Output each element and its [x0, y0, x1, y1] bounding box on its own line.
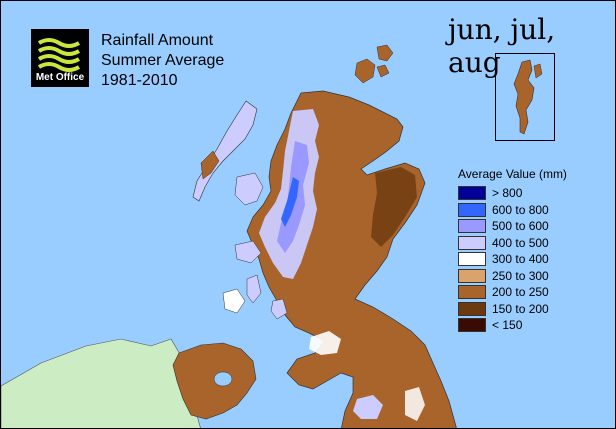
legend-swatch [458, 285, 486, 300]
legend-swatch [458, 219, 486, 234]
title-line: Summer Average [101, 52, 225, 69]
shetland-inset [495, 53, 555, 141]
legend-label: 400 to 500 [492, 235, 549, 250]
season-label: jun, jul, aug [448, 13, 556, 79]
shetland-map [513, 59, 543, 135]
mull-island [234, 240, 262, 264]
legend: Average Value (mm) > 800 600 to 800 500 to… [458, 167, 567, 334]
legend-item: < 150 [458, 317, 567, 334]
legend-item: 150 to 200 [458, 301, 567, 318]
waves-icon [37, 38, 81, 72]
logo-wordmark: Met Office [35, 72, 85, 83]
legend-label: 600 to 800 [492, 202, 549, 217]
pennines-wet [405, 387, 425, 421]
legend-label: 250 to 300 [492, 268, 549, 283]
legend-item: 400 to 500 [458, 235, 567, 252]
legend-title: Average Value (mm) [458, 167, 567, 181]
orkney-islands-north [376, 44, 394, 62]
legend-swatch [458, 318, 486, 333]
legend-label: 500 to 600 [492, 219, 549, 234]
highlands-wettest-zone [281, 177, 299, 227]
legend-swatch [458, 186, 486, 201]
map-title: Rainfall Amount Summer Average 1981-2010 [101, 31, 224, 91]
arran-island [270, 298, 288, 320]
fair-isle [376, 64, 390, 78]
legend-label: > 800 [492, 186, 523, 201]
east-scotland-dry-zone [371, 167, 417, 247]
ireland-landmass [1, 338, 201, 428]
title-line: 1981-2010 [101, 72, 178, 89]
legend-item: 500 to 600 [458, 218, 567, 235]
legend-swatch [458, 202, 486, 217]
outer-hebrides-south [200, 150, 220, 180]
southern-uplands-wet [309, 331, 341, 355]
legend-item: 250 to 300 [458, 268, 567, 285]
met-office-logo: Met Office [31, 29, 89, 87]
legend-item: > 800 [458, 185, 567, 202]
legend-label: 300 to 400 [492, 252, 549, 267]
legend-label: 150 to 200 [492, 301, 549, 316]
legend-label: < 150 [492, 318, 523, 333]
legend-item: 300 to 400 [458, 251, 567, 268]
title-line: Rainfall Amount [101, 32, 214, 49]
legend-swatch [458, 301, 486, 316]
skye-island [234, 172, 264, 206]
legend-swatch [458, 252, 486, 267]
islay-island [222, 288, 246, 314]
outer-hebrides [192, 100, 258, 202]
shetland-islands [513, 59, 535, 135]
lough-neagh [213, 371, 233, 387]
legend-items: > 800 600 to 800 500 to 600 400 to 500 300 t… [458, 185, 567, 334]
legend-item: 600 to 800 [458, 202, 567, 219]
legend-swatch [458, 235, 486, 250]
legend-swatch [458, 268, 486, 283]
legend-label: 200 to 250 [492, 285, 549, 300]
legend-item: 200 to 250 [458, 284, 567, 301]
jura-island [246, 274, 262, 304]
lake-district-wet [353, 395, 383, 419]
shetland-islands-east [533, 63, 543, 79]
orkney-islands [354, 58, 376, 84]
